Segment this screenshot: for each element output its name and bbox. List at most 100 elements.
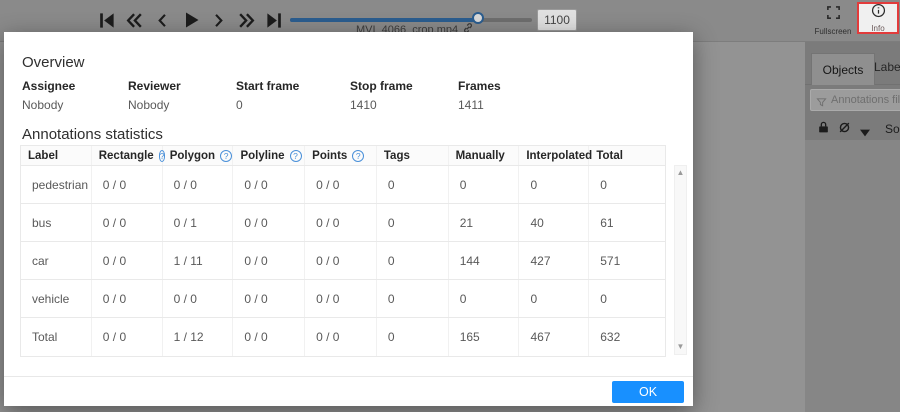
table-cell: 1 / 11 <box>163 242 234 279</box>
help-icon[interactable]: ? <box>158 149 166 162</box>
last-frame-button[interactable] <box>264 7 285 33</box>
field-stop-frame: Stop frame 1410 <box>350 78 458 113</box>
column-header-label: Polygon <box>169 149 216 162</box>
table-cell: 0 <box>449 166 520 203</box>
field-value: 1410 <box>350 98 377 112</box>
help-icon[interactable]: ? <box>289 149 302 162</box>
field-start-frame: Start frame 0 <box>236 78 350 113</box>
help-icon[interactable]: ? <box>352 149 365 162</box>
tab-labels-label: Labels <box>874 60 900 74</box>
table-cell: 0 / 0 <box>305 204 377 241</box>
backward-button[interactable] <box>124 7 145 33</box>
previous-frame-button[interactable] <box>152 7 173 33</box>
table-cell: 0 <box>377 280 449 317</box>
field-reviewer: Reviewer Nobody <box>128 78 236 113</box>
sidebar-tabs: Objects Labels <box>805 42 900 85</box>
table-cell: 0 <box>449 280 520 317</box>
statistics-table: Label Rectangle? Polygon? Polyline? Points? T… <box>20 145 666 357</box>
table-cell: 0 / 0 <box>92 280 163 317</box>
overview-fields: Assignee Nobody Reviewer Nobody Start fr… <box>22 78 501 113</box>
tab-labels[interactable]: Labels <box>874 60 900 74</box>
field-assignee: Assignee Nobody <box>22 78 128 113</box>
column-header-manually: Manually <box>449 146 520 165</box>
table-cell: 571 <box>600 253 621 268</box>
fullscreen-label: Fullscreen <box>814 27 852 36</box>
column-header-polygon: Polygon? <box>163 146 234 165</box>
stats-table-head: Label Rectangle? Polygon? Polyline? Points? T… <box>21 146 665 166</box>
backward-icon <box>125 11 144 30</box>
hide-icon[interactable] <box>838 121 851 139</box>
table-cell: 0 / 0 <box>305 166 377 203</box>
next-frame-icon <box>210 11 227 30</box>
row-label: pedestrian <box>21 166 92 203</box>
table-cell: 61 <box>600 215 614 230</box>
field-frames: Frames 1411 <box>458 78 501 113</box>
link-icon[interactable] <box>463 23 473 36</box>
playback-controls <box>96 7 285 33</box>
row-label: vehicle <box>21 280 92 317</box>
frame-slider[interactable] <box>290 10 532 30</box>
table-cell: 165 <box>449 318 520 356</box>
table-cell: 0 / 0 <box>233 242 306 279</box>
table-cell: 144 <box>449 242 520 279</box>
fullscreen-icon <box>826 5 841 25</box>
tab-objects[interactable]: Objects <box>811 53 875 85</box>
frame-number-input[interactable] <box>537 9 577 31</box>
info-icon <box>871 3 886 23</box>
objects-sidebar: Objects Labels So <box>805 42 900 412</box>
slider-fill <box>290 18 479 22</box>
help-icon[interactable]: ? <box>220 149 233 162</box>
annotations-filter <box>810 89 900 111</box>
info-label: Info <box>871 24 885 33</box>
field-label: Frames <box>458 79 501 93</box>
info-button[interactable]: Info <box>857 2 899 34</box>
overview-title: Overview <box>22 54 85 71</box>
forward-button[interactable] <box>236 7 257 33</box>
column-header-interpolated: Interpolated <box>519 146 592 165</box>
forward-icon <box>237 11 256 30</box>
ok-button[interactable]: OK <box>612 381 684 403</box>
next-frame-button[interactable] <box>208 7 229 33</box>
previous-frame-icon <box>154 11 171 30</box>
table-cell: 0 / 0 <box>92 166 163 203</box>
scroll-down-icon[interactable]: ▼ <box>676 342 685 351</box>
annotations-filter-input[interactable] <box>831 90 900 110</box>
table-cell: 0 / 0 <box>233 280 306 317</box>
first-frame-button[interactable] <box>96 7 117 33</box>
table-cell: 0 / 0 <box>233 318 306 356</box>
table-cell: 0 <box>519 166 590 203</box>
play-button[interactable] <box>180 7 201 33</box>
column-header-label: Polyline <box>240 149 285 162</box>
slider-handle[interactable] <box>472 12 485 24</box>
column-header-points: Points? <box>305 146 377 165</box>
table-cell: 427 <box>519 242 590 279</box>
column-header-label: Tags <box>383 149 410 162</box>
play-icon <box>181 10 201 30</box>
column-header-rectangle: Rectangle? <box>92 146 166 165</box>
column-header-label: Label <box>28 149 59 162</box>
table-cell: 40 <box>519 204 590 241</box>
column-header-label: Total <box>596 149 623 162</box>
sort-label[interactable]: So <box>885 122 900 136</box>
column-header-polyline: Polyline? <box>233 146 306 165</box>
filter-icon <box>816 95 827 113</box>
lock-icon[interactable] <box>817 121 830 139</box>
field-label: Start frame <box>236 79 300 93</box>
scroll-up-icon[interactable]: ▲ <box>676 168 685 177</box>
table-scrollbar[interactable]: ▲ ▼ <box>674 165 687 355</box>
field-value: 1411 <box>458 98 484 112</box>
table-cell: 467 <box>519 318 590 356</box>
collapse-icon[interactable] <box>860 124 870 142</box>
first-frame-icon <box>97 11 116 30</box>
field-value: Nobody <box>22 98 64 112</box>
table-cell: 0 <box>519 280 590 317</box>
table-cell: 0 / 1 <box>163 204 234 241</box>
fullscreen-button[interactable]: Fullscreen <box>810 5 856 38</box>
table-cell: 0 <box>377 242 449 279</box>
